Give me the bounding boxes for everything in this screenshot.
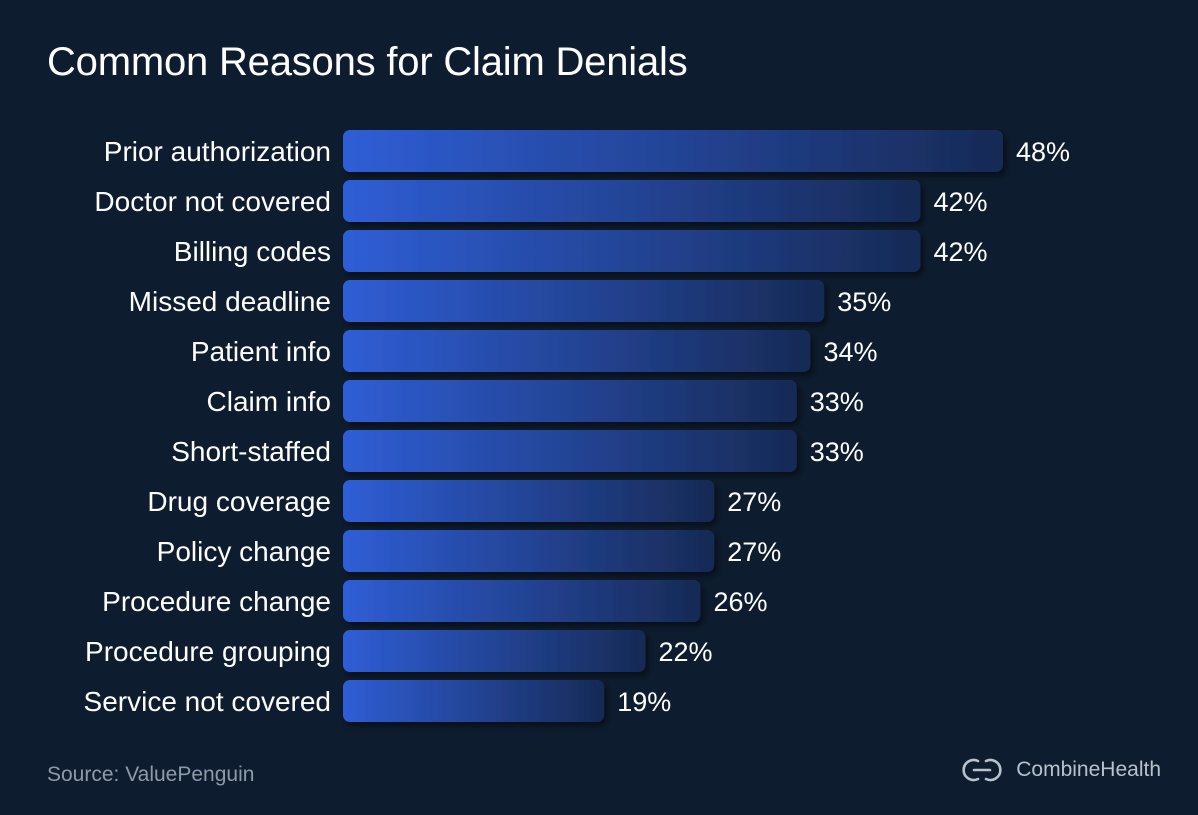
value-label: 48%: [1016, 137, 1070, 167]
value-label: 33%: [810, 437, 864, 467]
value-label: 42%: [934, 187, 988, 217]
value-label: 26%: [714, 587, 768, 617]
value-label: 35%: [837, 287, 891, 317]
bar-chart: Prior authorization 48% Doctor not covered…: [84, 130, 1070, 722]
bar: [343, 180, 921, 222]
bar: [343, 280, 825, 322]
bar: [343, 380, 797, 422]
bar: [343, 430, 797, 472]
category-label: Patient info: [191, 336, 331, 367]
bar: [343, 330, 811, 372]
category-label: Procedure grouping: [85, 636, 331, 667]
bar: [343, 230, 921, 272]
category-label: Doctor not covered: [94, 186, 331, 217]
category-label: Service not covered: [84, 686, 331, 717]
brand-name: CombineHealth: [1016, 758, 1161, 781]
value-label: 33%: [810, 387, 864, 417]
category-label: Policy change: [157, 536, 331, 567]
category-label: Procedure change: [102, 586, 331, 617]
category-label: Drug coverage: [147, 486, 331, 517]
category-label: Missed deadline: [129, 286, 331, 317]
value-label: 19%: [617, 687, 671, 717]
bar: [343, 530, 715, 572]
value-label: 22%: [659, 637, 713, 667]
bar: [343, 130, 1003, 172]
bars-group: Prior authorization 48% Doctor not covered…: [84, 130, 1070, 722]
combinehealth-logo-icon: [962, 758, 1002, 782]
source-note: Source: ValuePenguin: [47, 763, 255, 786]
value-label: 42%: [934, 237, 988, 267]
category-label: Claim info: [207, 386, 331, 417]
chart-title: Common Reasons for Claim Denials: [47, 40, 688, 84]
category-label: Billing codes: [174, 236, 331, 267]
value-label: 27%: [727, 537, 781, 567]
category-label: Prior authorization: [104, 136, 331, 167]
bar: [343, 680, 605, 722]
bar: [343, 630, 646, 672]
bar: [343, 480, 715, 522]
value-label: 27%: [727, 487, 781, 517]
bar: [343, 580, 701, 622]
category-label: Short-staffed: [171, 436, 331, 467]
brand-logo: CombineHealth: [958, 755, 1161, 785]
value-label: 34%: [824, 337, 878, 367]
